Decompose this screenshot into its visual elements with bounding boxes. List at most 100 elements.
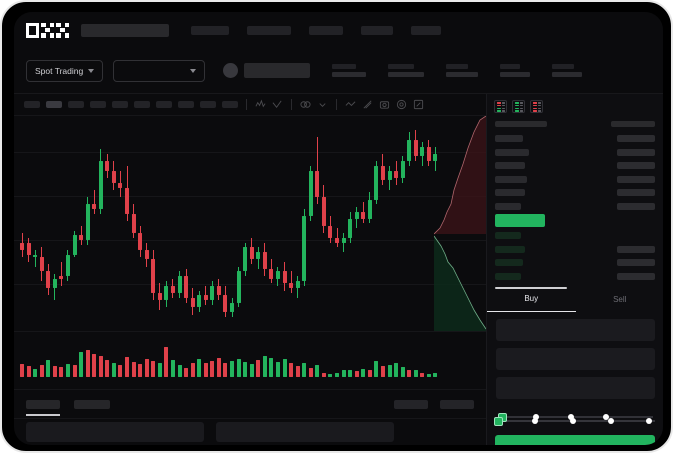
nav-buy-crypto[interactable] bbox=[191, 25, 229, 35]
timeframe-button-6[interactable] bbox=[156, 101, 172, 108]
stat-last-price bbox=[332, 64, 367, 77]
orderbook-column-headers bbox=[487, 118, 663, 132]
timeframe-button-3[interactable] bbox=[90, 101, 106, 108]
volume-bar-28 bbox=[203, 362, 208, 377]
buy-submit-button[interactable] bbox=[495, 435, 655, 445]
volume-bar-32 bbox=[230, 361, 234, 377]
spread-highlight-bar bbox=[495, 214, 545, 227]
candle-wick bbox=[80, 225, 82, 246]
orderbook-bid-row[interactable] bbox=[487, 256, 663, 270]
volume-bar-24 bbox=[177, 364, 182, 377]
candle-body bbox=[39, 257, 44, 272]
volume-bar-63 bbox=[433, 372, 438, 377]
timeframe-button-4[interactable] bbox=[112, 101, 128, 108]
market-subheader: Spot Trading bbox=[14, 48, 663, 94]
quantity-percent-slider[interactable] bbox=[492, 416, 658, 426]
orderbook-ask-row[interactable] bbox=[487, 200, 663, 214]
timeframe-button-9[interactable] bbox=[222, 101, 238, 108]
tab-open-orders[interactable] bbox=[26, 399, 60, 416]
nav-markets[interactable] bbox=[247, 25, 291, 35]
timeframe-button-2[interactable] bbox=[68, 101, 84, 108]
volume-bar-25 bbox=[184, 367, 189, 377]
orderbook-scrollbar[interactable] bbox=[495, 287, 567, 289]
tab-order-history[interactable] bbox=[74, 399, 110, 409]
slider-node-75[interactable] bbox=[603, 414, 609, 420]
tab-positions[interactable] bbox=[440, 399, 474, 409]
candle-body bbox=[203, 295, 208, 301]
timeframe-button-8[interactable] bbox=[200, 101, 216, 108]
slider-node-25[interactable] bbox=[533, 414, 539, 420]
volume-bar-12 bbox=[98, 356, 103, 377]
orderbook-bid-row[interactable] bbox=[487, 270, 663, 284]
orders-tabs-left bbox=[26, 399, 110, 416]
chart-type-icon[interactable] bbox=[255, 99, 266, 110]
orderbook-bid-quantity bbox=[495, 272, 521, 280]
compare-icon[interactable] bbox=[300, 99, 311, 110]
orderbook-bid-row[interactable] bbox=[487, 243, 663, 257]
orderbook-ask-row[interactable] bbox=[487, 173, 663, 187]
nav-earn[interactable] bbox=[361, 25, 393, 35]
indicators-icon[interactable] bbox=[272, 99, 283, 110]
volume-bar-38 bbox=[269, 357, 274, 377]
volume-chart[interactable] bbox=[14, 331, 486, 389]
timeframe-button-1[interactable] bbox=[46, 101, 62, 108]
orderbook-ask-quantity bbox=[495, 189, 525, 197]
volume-bar-31 bbox=[223, 362, 228, 377]
candlestick-chart[interactable] bbox=[14, 116, 486, 331]
timeframe-button-5[interactable] bbox=[134, 101, 150, 108]
order-input-left[interactable] bbox=[26, 422, 204, 442]
nav-more[interactable] bbox=[411, 25, 441, 35]
search-input[interactable] bbox=[81, 23, 169, 37]
tab-buy[interactable]: Buy bbox=[487, 286, 576, 312]
candle-body bbox=[216, 285, 221, 296]
slider-node-100[interactable] bbox=[646, 418, 652, 424]
line-chart-icon[interactable] bbox=[345, 99, 356, 110]
candle-body bbox=[413, 139, 418, 157]
orderbook-mode-bids[interactable] bbox=[512, 99, 525, 113]
volume-bar-17 bbox=[131, 362, 136, 377]
orderbook-mode-both[interactable] bbox=[494, 99, 507, 113]
orderbook-bid-row[interactable] bbox=[487, 229, 663, 243]
orderbook-spread-row[interactable] bbox=[487, 213, 663, 229]
volume-bar-53 bbox=[367, 370, 372, 377]
price-field[interactable] bbox=[496, 319, 655, 341]
toolbar-divider bbox=[336, 99, 337, 110]
chevron-down-icon[interactable] bbox=[317, 99, 328, 110]
timeframe-button-7[interactable] bbox=[178, 101, 194, 108]
chart-gridline bbox=[14, 196, 486, 197]
volume-bar-0 bbox=[20, 363, 24, 377]
nav-trade[interactable] bbox=[309, 25, 343, 35]
tab-assets[interactable] bbox=[394, 399, 428, 409]
volume-bar-44 bbox=[308, 367, 313, 377]
candle-body bbox=[131, 213, 136, 234]
orderbook-bid-price bbox=[617, 245, 655, 253]
orderbook-mode-asks[interactable] bbox=[530, 99, 543, 113]
slider-node-25[interactable] bbox=[532, 418, 538, 424]
slider-node-50[interactable] bbox=[570, 418, 576, 424]
order-input-right[interactable] bbox=[216, 422, 394, 442]
fullscreen-icon[interactable] bbox=[413, 99, 424, 110]
drawing-icon[interactable] bbox=[362, 99, 373, 110]
orderbook-ask-row[interactable] bbox=[487, 159, 663, 173]
timeframe-button-0[interactable] bbox=[24, 101, 40, 108]
trading-mode-select[interactable]: Spot Trading bbox=[26, 59, 104, 82]
slider-handle-0[interactable] bbox=[494, 416, 503, 426]
camera-icon[interactable] bbox=[379, 99, 390, 110]
pair-select-dropdown[interactable] bbox=[113, 59, 206, 82]
logo-glyph-k bbox=[41, 22, 54, 38]
orderbook-ask-row[interactable] bbox=[487, 132, 663, 146]
okx-logo-icon[interactable] bbox=[26, 22, 69, 38]
tab-sell[interactable]: Sell bbox=[576, 286, 664, 312]
settings-icon[interactable] bbox=[396, 99, 407, 110]
candle-body bbox=[367, 199, 372, 219]
candle-wick bbox=[60, 261, 62, 286]
amount-field[interactable] bbox=[496, 348, 655, 370]
orderbook-ask-row[interactable] bbox=[487, 186, 663, 200]
slider-node-75[interactable] bbox=[608, 418, 614, 424]
candle-body bbox=[243, 247, 248, 272]
slider-node-50[interactable] bbox=[568, 414, 574, 420]
orderbook-ask-row[interactable] bbox=[487, 146, 663, 160]
candle-body bbox=[315, 170, 320, 198]
volume-bar-48 bbox=[335, 372, 339, 377]
total-field[interactable] bbox=[496, 377, 655, 399]
